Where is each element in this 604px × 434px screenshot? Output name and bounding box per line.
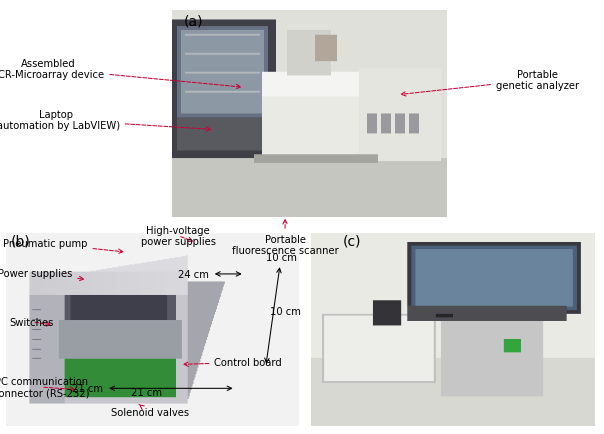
Text: 10 cm: 10 cm <box>270 307 301 316</box>
Text: Laptop
(automation by LabVIEW): Laptop (automation by LabVIEW) <box>0 109 210 132</box>
Text: (c): (c) <box>343 234 362 248</box>
Text: Control board: Control board <box>184 358 282 367</box>
Text: Portable
fluorescence scanner: Portable fluorescence scanner <box>232 220 338 256</box>
Text: 10 cm: 10 cm <box>265 252 297 363</box>
Text: (a): (a) <box>184 14 204 28</box>
Text: 24 cm: 24 cm <box>178 270 240 279</box>
Text: Portable
genetic analyzer: Portable genetic analyzer <box>401 69 579 97</box>
Text: 21 cm: 21 cm <box>130 388 162 397</box>
Text: PC communication
connector (RS-232): PC communication connector (RS-232) <box>0 376 89 398</box>
Text: High-voltage
power supplies: High-voltage power supplies <box>141 225 216 247</box>
Text: Power supplies: Power supplies <box>0 269 84 281</box>
Text: Switches: Switches <box>10 317 54 327</box>
Text: Assembled
PCR-Microarray device: Assembled PCR-Microarray device <box>0 59 241 89</box>
Text: 21 cm: 21 cm <box>72 384 231 393</box>
Text: Solenoid valves: Solenoid valves <box>111 404 189 417</box>
Text: Pneumatic pump: Pneumatic pump <box>3 239 123 254</box>
Text: (b): (b) <box>11 234 31 248</box>
